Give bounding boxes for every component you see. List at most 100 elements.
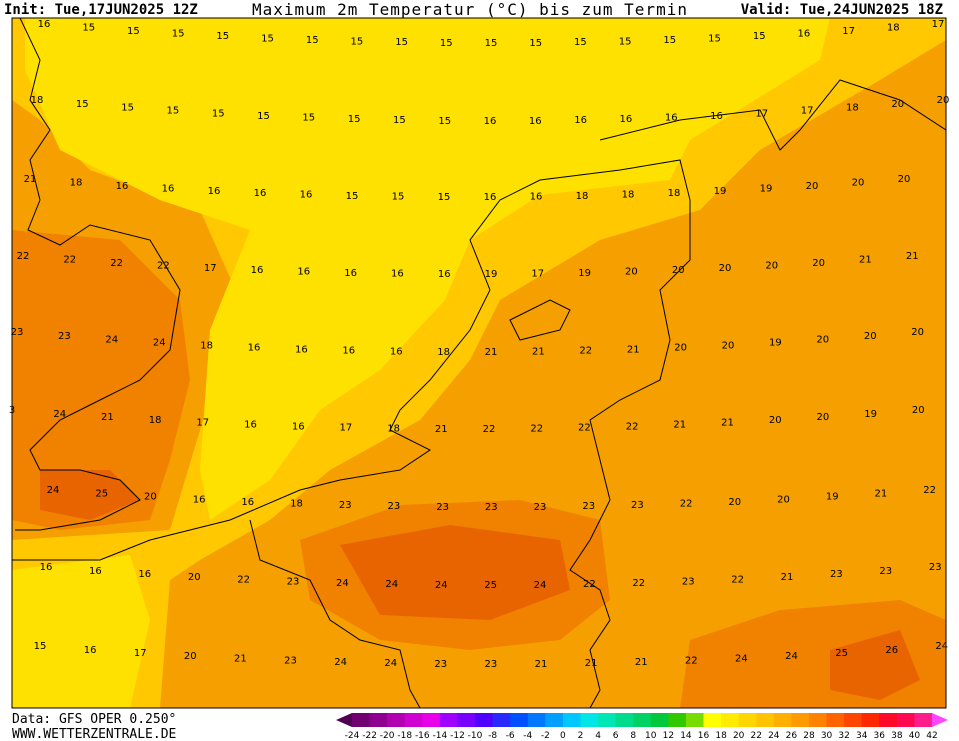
colorbar-swatch — [650, 713, 669, 727]
temperature-label: 19 — [769, 338, 782, 349]
colorbar-swatch — [475, 713, 494, 727]
temperature-label: 20 — [765, 261, 778, 272]
colorbar-tick-label: -8 — [488, 731, 497, 741]
temperature-label: 15 — [306, 35, 319, 46]
temperature-label: 15 — [529, 38, 542, 49]
temperature-label: 19 — [578, 268, 591, 279]
colorbar-swatch — [439, 713, 458, 727]
temperature-label: 22 — [731, 574, 744, 585]
temperature-label: 15 — [708, 33, 721, 44]
colorbar-swatch — [879, 713, 898, 727]
temperature-label: 18 — [846, 103, 859, 114]
temperature-label: 16 — [89, 566, 102, 577]
temperature-label: 15 — [574, 37, 587, 48]
temperature-label: 15 — [485, 38, 498, 49]
temperature-label: 21 — [485, 347, 498, 358]
temperature-label: 23 — [58, 331, 71, 342]
colorbar-tick-label: 22 — [751, 731, 762, 741]
temperature-label: 24 — [336, 578, 349, 589]
map-title: Maximum 2m Temperatur (°C) bis zum Termi… — [252, 0, 688, 19]
temperature-label: 20 — [898, 174, 911, 185]
temperature-label: 22 — [63, 255, 76, 266]
colorbar-swatch — [510, 713, 529, 727]
temperature-label: 23 — [485, 659, 498, 670]
colorbar-tick-label: 14 — [680, 731, 692, 741]
temperature-label: 18 — [887, 23, 900, 34]
colorbar-swatch — [914, 713, 933, 727]
temperature-label: 16 — [38, 19, 51, 30]
temperature-label: 21 — [24, 174, 37, 185]
field-dark-orange — [12, 230, 190, 530]
temperature-label: 15 — [121, 103, 134, 114]
temperature-label: 17 — [196, 418, 209, 429]
colorbar-tick-label: -20 — [380, 731, 395, 741]
temperature-label: 16 — [390, 347, 403, 358]
temperature-label: 15 — [172, 29, 185, 40]
init-label: Init: Tue,17JUN2025 12Z — [4, 2, 198, 18]
temperature-label: 24 — [435, 580, 448, 591]
temperature-label: 20 — [722, 340, 735, 351]
temperature-label: 21 — [101, 412, 114, 423]
temperature-label: 16 — [297, 267, 310, 278]
website: WWW.WETTERZENTRALE.DE — [12, 727, 176, 741]
temperature-label: 16 — [798, 29, 811, 40]
colorbar-tick-label: 40 — [909, 731, 921, 741]
temperature-label: 22 — [17, 251, 30, 262]
temperature-label: 17 — [531, 269, 544, 280]
colorbar-tick-label: -2 — [541, 731, 550, 741]
colorbar-tick-label: -4 — [523, 731, 532, 741]
temperature-label: 22 — [685, 655, 698, 666]
colorbar-swatch — [826, 713, 845, 727]
colorbar-swatch — [492, 713, 511, 727]
temperature-label: 20 — [719, 263, 732, 274]
temperature-label: 22 — [110, 258, 123, 269]
temperature-label: 24 — [334, 657, 347, 668]
temperature-label: 20 — [144, 492, 157, 503]
temperature-label: 18 — [437, 347, 450, 358]
temperature-label: 23 — [339, 500, 352, 511]
temperature-label: 20 — [728, 497, 741, 508]
temperature-label: 22 — [626, 421, 639, 432]
colorbar-tick-label: 34 — [856, 731, 868, 741]
temperature-label: 17 — [755, 108, 768, 119]
temperature-label: 16 — [300, 190, 313, 201]
temperature-label: 16 — [40, 562, 53, 573]
temperature-label: 23 — [485, 502, 498, 513]
temperature-label: 23 — [631, 500, 644, 511]
temperature-label: 21 — [627, 344, 640, 355]
temperature-label: 16 — [251, 265, 264, 276]
temperature-label: 15 — [348, 114, 361, 125]
temperature-label: 20 — [188, 572, 201, 583]
temperature-label: 19 — [760, 184, 773, 195]
temperature-label: 18 — [149, 415, 162, 426]
temperature-label: 23 — [434, 659, 447, 670]
colorbar-tick-label: 20 — [733, 731, 745, 741]
temperature-label: 16 — [116, 181, 129, 192]
temperature-label: 20 — [912, 405, 925, 416]
temperature-label: 20 — [769, 415, 782, 426]
colorbar-tick-label: 12 — [663, 731, 674, 741]
temperature-label: 24 — [534, 580, 547, 591]
colorbar-tick-label: 16 — [698, 731, 710, 741]
temperature-label: 16 — [574, 115, 587, 126]
temperature-label: 24 — [384, 658, 397, 669]
temperature-label: 21 — [859, 255, 872, 266]
temperature-label: 18 — [387, 424, 400, 435]
temperature-label: 18 — [200, 340, 213, 351]
lake — [509, 299, 571, 341]
temperature-label: 16 — [529, 116, 542, 127]
temperature-label: 16 — [342, 346, 355, 357]
temperature-label: 15 — [212, 108, 225, 119]
temperature-label: 20 — [864, 331, 877, 342]
colorbar-swatch — [562, 713, 581, 727]
temperature-label: 15 — [76, 99, 89, 110]
temperature-label: 16 — [241, 497, 254, 508]
colorbar-swatch — [633, 713, 652, 727]
temperature-label: 24 — [47, 485, 60, 496]
colorbar-tick-label: -22 — [362, 731, 377, 741]
temperature-label: 24 — [735, 653, 748, 664]
colorbar-swatch — [844, 713, 863, 727]
temperature-label: 18 — [668, 188, 681, 199]
colorbar-tick-label: 6 — [613, 731, 619, 741]
colorbar-swatch — [422, 713, 441, 727]
